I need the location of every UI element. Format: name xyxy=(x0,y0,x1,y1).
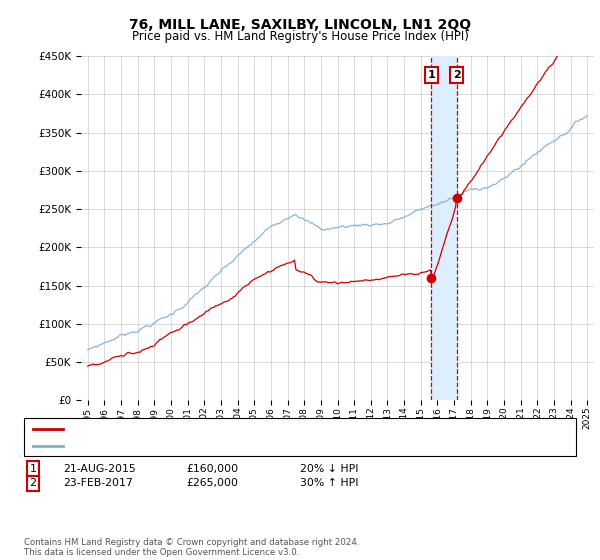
Text: 21-AUG-2015: 21-AUG-2015 xyxy=(63,464,136,474)
Text: 23-FEB-2017: 23-FEB-2017 xyxy=(63,478,133,488)
Text: Contains HM Land Registry data © Crown copyright and database right 2024.
This d: Contains HM Land Registry data © Crown c… xyxy=(24,538,359,557)
Text: 1: 1 xyxy=(428,70,436,80)
Text: HPI: Average price, detached house, West Lindsey: HPI: Average price, detached house, West… xyxy=(69,441,314,451)
Text: 2: 2 xyxy=(453,70,460,80)
Text: 1: 1 xyxy=(29,464,37,474)
Bar xyxy=(431,56,457,400)
Text: 76, MILL LANE, SAXILBY, LINCOLN, LN1 2QQ: 76, MILL LANE, SAXILBY, LINCOLN, LN1 2QQ xyxy=(129,18,471,32)
Text: 2: 2 xyxy=(29,478,37,488)
Text: 30% ↑ HPI: 30% ↑ HPI xyxy=(300,478,359,488)
Text: 76, MILL LANE, SAXILBY, LINCOLN, LN1 2QQ (detached house): 76, MILL LANE, SAXILBY, LINCOLN, LN1 2QQ… xyxy=(69,424,373,434)
Text: Price paid vs. HM Land Registry's House Price Index (HPI): Price paid vs. HM Land Registry's House … xyxy=(131,30,469,43)
Text: 20% ↓ HPI: 20% ↓ HPI xyxy=(300,464,359,474)
Text: £265,000: £265,000 xyxy=(186,478,238,488)
Text: £160,000: £160,000 xyxy=(186,464,238,474)
